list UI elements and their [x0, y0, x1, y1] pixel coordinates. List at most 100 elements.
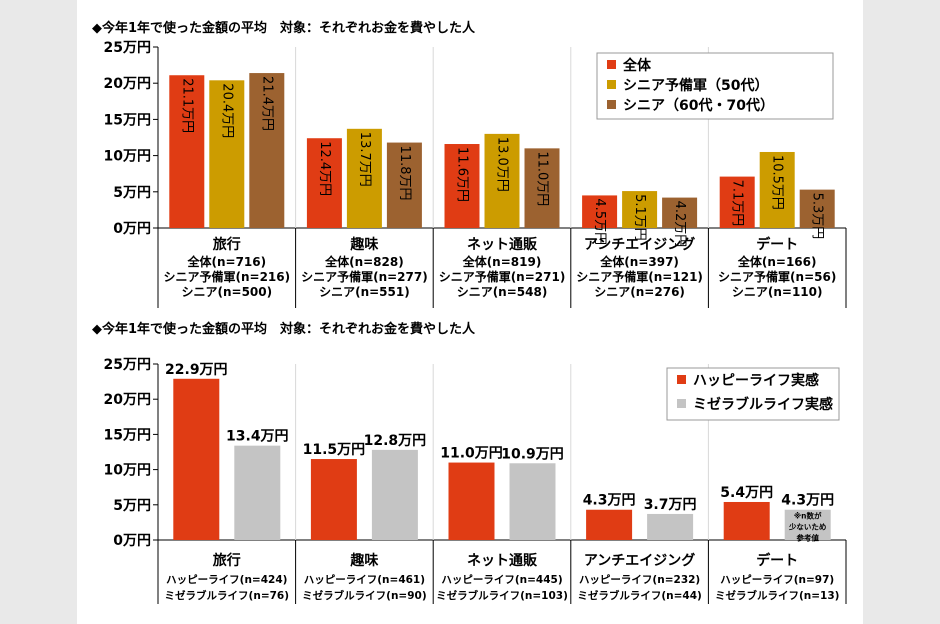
- data-label: 4.5万円: [592, 198, 607, 245]
- data-label: 4.3万円: [583, 493, 636, 509]
- category-label: デート: [756, 552, 798, 569]
- chart-title: ◆今年1年で使った金額の平均 対象：それぞれお金を費やした人: [92, 321, 476, 337]
- sample-size-label: シニア予備軍(n=56): [718, 269, 836, 284]
- legend-box: [666, 367, 840, 421]
- bar: [582, 195, 618, 228]
- sample-size-label: シニア予備軍(n=277): [301, 269, 428, 284]
- sample-size-label: ハッピーライフ(n=232): [579, 574, 700, 586]
- legend-swatch: [607, 80, 616, 89]
- bar: [169, 75, 205, 229]
- category-label: ネット通販: [467, 552, 538, 569]
- sample-size-label: 全体(n=819): [462, 254, 542, 269]
- data-label: 12.4万円: [317, 141, 332, 196]
- bar: [386, 142, 422, 228]
- data-label: 11.6万円: [455, 147, 470, 202]
- bar: [662, 197, 698, 228]
- legend-label: シニア予備軍（50代）: [623, 77, 768, 94]
- chart-title: ◆今年1年で使った金額の平均 対象：それぞれお金を費やした人: [92, 20, 476, 36]
- bar: [719, 176, 755, 228]
- data-label: 4.2万円: [672, 201, 687, 248]
- bar: [484, 133, 520, 228]
- bar: [249, 73, 285, 229]
- data-label: 10.5万円: [770, 155, 785, 210]
- data-label: 5.1万円: [632, 194, 647, 241]
- data-label: 10.9万円: [501, 446, 564, 462]
- legend-swatch: [607, 100, 616, 109]
- data-label: 5.3万円: [810, 193, 825, 240]
- y-tick-label: 0万円: [113, 533, 151, 549]
- category-label: 趣味: [349, 552, 378, 569]
- data-label: 21.4万円: [259, 76, 274, 131]
- bar: [310, 459, 357, 540]
- sample-size-label: シニア予備軍(n=121): [576, 269, 703, 284]
- sample-size-label: 全体(n=716): [186, 254, 266, 269]
- legend-label: 全体: [622, 57, 652, 74]
- category-label: アンチエイジング: [584, 552, 695, 569]
- data-label: 12.8万円: [364, 433, 427, 449]
- data-label: 13.4万円: [226, 429, 289, 445]
- bar-note: 参考値: [796, 533, 819, 543]
- y-tick-label: 5万円: [113, 185, 151, 201]
- sample-size-label: ハッピーライフ(n=424): [166, 574, 287, 586]
- sample-size-label: ミゼラブルライフ(n=13): [715, 589, 839, 602]
- y-tick-label: 20万円: [104, 392, 151, 408]
- bar: [444, 144, 480, 228]
- category-label: デート: [756, 236, 798, 253]
- bar-note: 少ないため: [788, 522, 827, 532]
- y-tick-label: 15万円: [104, 427, 151, 443]
- sample-size-label: シニア予備軍(n=216): [163, 269, 290, 284]
- sample-size-label: ミゼラブルライフ(n=103): [436, 589, 568, 602]
- sample-size-label: シニア(n=276): [594, 285, 685, 299]
- legend-label: シニア（60代・70代）: [623, 97, 774, 114]
- bar: [173, 378, 220, 540]
- sample-size-label: シニア予備軍(n=271): [439, 269, 566, 284]
- legend-swatch: [677, 399, 686, 408]
- sample-size-label: シニア(n=551): [319, 285, 410, 299]
- sample-size-label: ミゼラブルライフ(n=44): [577, 589, 701, 602]
- y-tick-label: 15万円: [104, 112, 151, 128]
- bar: [622, 191, 658, 228]
- y-tick-label: 10万円: [104, 149, 151, 165]
- category-label: 旅行: [213, 236, 241, 253]
- legend-label: ハッピーライフ実感: [693, 372, 819, 389]
- legend-swatch: [677, 375, 686, 384]
- y-tick-label: 5万円: [113, 498, 151, 514]
- bar: [759, 151, 795, 228]
- bar: [647, 513, 694, 540]
- sample-size-label: ハッピーライフ(n=97): [720, 574, 834, 586]
- bar: [448, 462, 495, 540]
- sample-size-label: シニア(n=110): [732, 285, 823, 299]
- data-label: 3.7万円: [644, 497, 697, 513]
- bar: [306, 138, 342, 228]
- sample-size-label: 全体(n=828): [324, 254, 404, 269]
- sample-size-label: シニア(n=548): [457, 285, 548, 299]
- data-label: 20.4万円: [219, 83, 234, 138]
- data-label: 13.7万円: [357, 132, 372, 187]
- bar-note: ※n数が: [794, 511, 822, 521]
- category-label: ネット通販: [467, 236, 538, 253]
- bar: [509, 463, 556, 540]
- sample-size-label: ミゼラブルライフ(n=76): [165, 589, 289, 602]
- data-label: 22.9万円: [165, 362, 228, 378]
- bar: [209, 80, 245, 228]
- data-label: 21.1万円: [179, 78, 194, 133]
- data-label: 13.0万円: [495, 137, 510, 192]
- y-tick-label: 0万円: [113, 221, 151, 237]
- legend-label: ミゼラブルライフ実感: [693, 396, 833, 413]
- bar: [234, 445, 281, 540]
- bar: [723, 501, 770, 540]
- sample-size-label: ハッピーライフ(n=461): [304, 574, 425, 586]
- category-label: 旅行: [213, 552, 241, 569]
- y-tick-label: 25万円: [104, 357, 151, 373]
- y-tick-label: 20万円: [104, 76, 151, 92]
- data-label: 11.0万円: [440, 446, 503, 462]
- data-label: 7.1万円: [730, 180, 745, 227]
- sample-size-label: ミゼラブルライフ(n=90): [302, 589, 426, 602]
- bar: [346, 128, 382, 228]
- bar: [524, 148, 560, 228]
- bar: [784, 509, 831, 540]
- legend-box: [596, 52, 834, 120]
- data-label: 11.0万円: [535, 151, 550, 206]
- sample-size-label: シニア(n=500): [181, 285, 272, 299]
